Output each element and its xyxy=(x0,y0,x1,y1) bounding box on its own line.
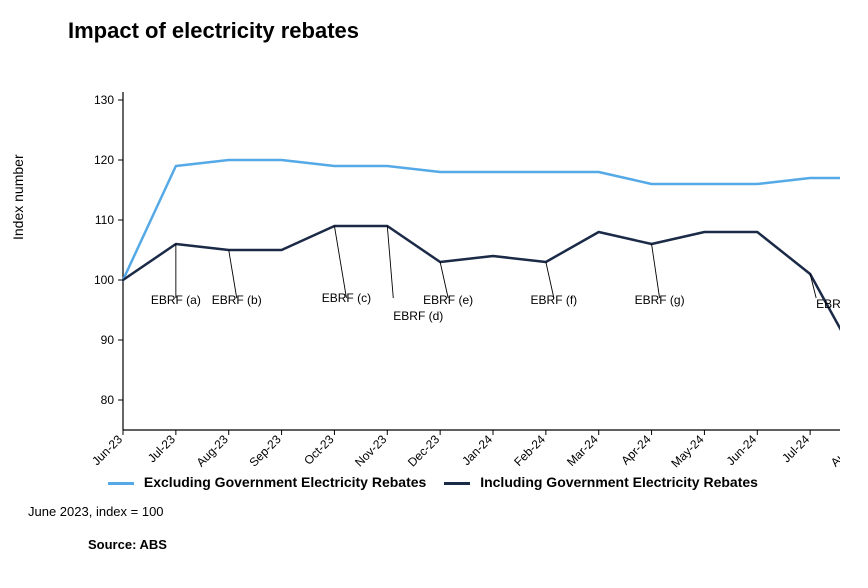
chart-title: Impact of electricity rebates xyxy=(68,18,840,44)
svg-text:Feb-24: Feb-24 xyxy=(511,432,548,469)
chart-container: Impact of electricity rebates Index numb… xyxy=(0,0,868,588)
svg-text:100: 100 xyxy=(94,273,114,287)
svg-text:Jan-24: Jan-24 xyxy=(459,432,495,468)
svg-text:EBRF (c): EBRF (c) xyxy=(322,291,371,305)
svg-text:Jul-23: Jul-23 xyxy=(145,432,178,465)
line-chart: 80 90 100 110 120 130 Jun-23 Jul-23 Aug-23 Sep-23… xyxy=(28,50,840,470)
svg-text:EBRF (g): EBRF (g) xyxy=(635,293,685,307)
legend: Excluding Government Electricity Rebates… xyxy=(108,474,840,490)
legend-item-excluding: Excluding Government Electricity Rebates xyxy=(108,474,426,490)
svg-text:Jul-24: Jul-24 xyxy=(779,432,812,465)
svg-text:Nov-23: Nov-23 xyxy=(352,432,389,469)
svg-text:Jun-23: Jun-23 xyxy=(89,432,125,468)
svg-text:EBRF (e): EBRF (e) xyxy=(423,293,473,307)
svg-text:Oct-23: Oct-23 xyxy=(301,432,337,468)
footnote: June 2023, index = 100 xyxy=(28,504,840,519)
source: Source: ABS xyxy=(88,537,840,552)
y-axis-label: Index number xyxy=(10,154,26,240)
legend-label-excluding: Excluding Government Electricity Rebates xyxy=(144,474,426,490)
svg-text:EBRF (f): EBRF (f) xyxy=(531,293,578,307)
svg-text:110: 110 xyxy=(95,213,114,227)
svg-text:Apr-24: Apr-24 xyxy=(618,432,654,468)
svg-text:May-24: May-24 xyxy=(668,432,706,470)
svg-text:Sep-23: Sep-23 xyxy=(246,432,283,469)
legend-item-including: Including Government Electricity Rebates xyxy=(444,474,758,490)
svg-text:90: 90 xyxy=(101,333,115,347)
svg-text:EBRF (a): EBRF (a) xyxy=(151,293,201,307)
svg-text:80: 80 xyxy=(101,393,115,407)
svg-text:EBRF (d): EBRF (d) xyxy=(393,309,443,323)
svg-text:Dec-23: Dec-23 xyxy=(405,432,442,469)
svg-text:Aug-23: Aug-23 xyxy=(194,432,231,469)
svg-text:Aug-24: Aug-24 xyxy=(828,432,840,469)
svg-text:Mar-24: Mar-24 xyxy=(564,432,601,469)
legend-label-including: Including Government Electricity Rebates xyxy=(480,474,758,490)
legend-swatch-including xyxy=(444,482,470,485)
svg-text:120: 120 xyxy=(94,153,114,167)
svg-text:EBRF (h): EBRF (h) xyxy=(816,297,840,311)
legend-swatch-excluding xyxy=(108,482,134,485)
svg-text:130: 130 xyxy=(94,93,114,107)
svg-text:Jun-24: Jun-24 xyxy=(724,432,760,468)
svg-text:EBRF (b): EBRF (b) xyxy=(212,293,262,307)
